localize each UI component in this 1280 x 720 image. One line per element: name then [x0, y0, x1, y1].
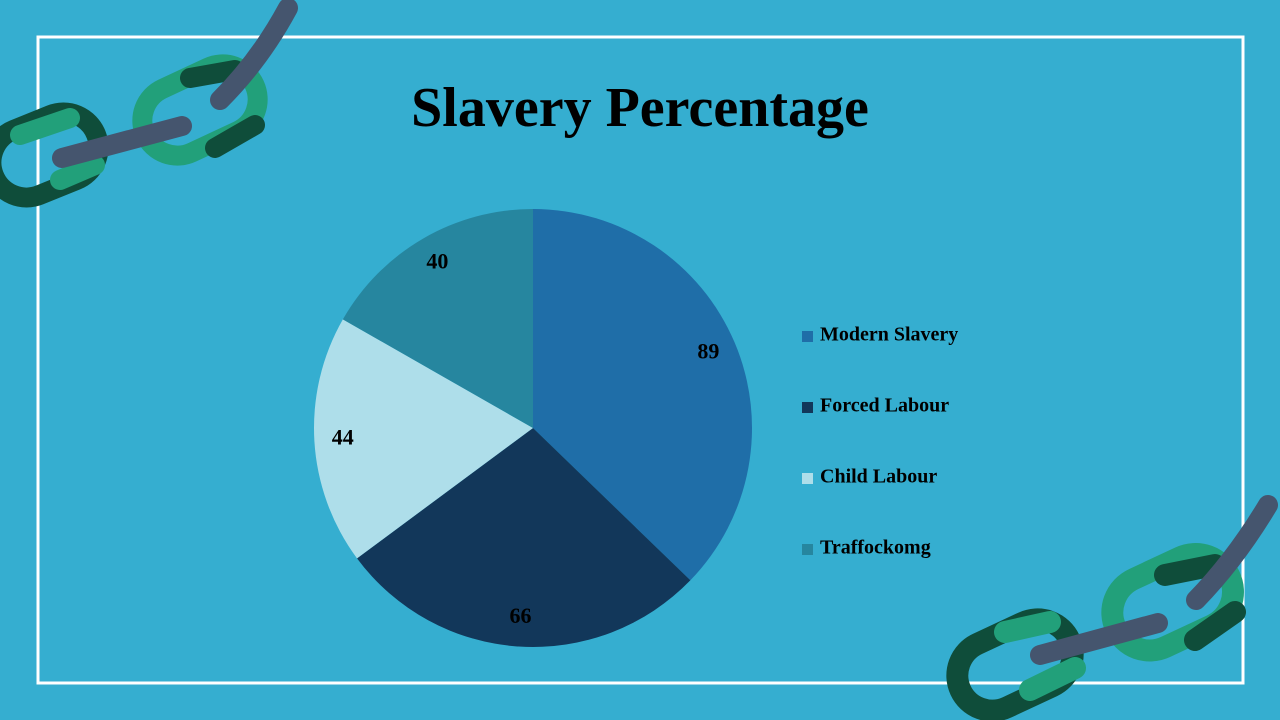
legend-swatch [802, 473, 813, 484]
pie-slice [357, 428, 691, 647]
chain-top-left [0, 0, 298, 208]
legend-swatch [802, 544, 813, 555]
pie: 89 66 44 40 [314, 209, 752, 647]
pie-slice [314, 319, 533, 559]
chart-title: Slavery Percentage [411, 77, 869, 139]
data-label: 44 [332, 424, 354, 449]
data-label: 40 [426, 248, 448, 273]
legend-label: Child Labour [820, 466, 937, 488]
chain-bottom-right [946, 495, 1278, 720]
data-label: 66 [509, 603, 531, 628]
pie-slice [342, 209, 533, 428]
frame [36, 35, 1245, 685]
legend-label: Forced Labour [820, 395, 949, 417]
legend-swatch [802, 331, 813, 342]
legend-label: Modern Slavery [820, 324, 958, 346]
pie-slice [533, 209, 752, 581]
legend-swatch [802, 402, 813, 413]
legend: Modern Slavery Forced Labour Child Labour T… [802, 324, 958, 559]
data-label: 89 [697, 339, 719, 364]
legend-label: Traffockomg [820, 537, 931, 559]
